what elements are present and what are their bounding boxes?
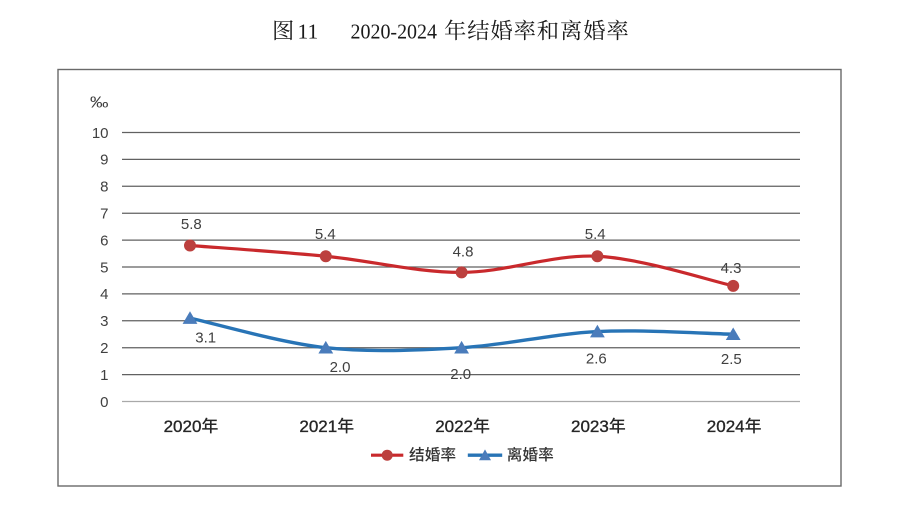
svg-text:2.0: 2.0 (330, 359, 351, 376)
svg-text:7: 7 (100, 206, 108, 223)
svg-text:2021: 2021 (299, 417, 337, 436)
svg-text:2.0: 2.0 (450, 366, 471, 383)
svg-text:2020-2024: 2020-2024 (351, 21, 438, 44)
svg-text:10: 10 (92, 125, 109, 142)
svg-text:1: 1 (100, 367, 108, 384)
svg-text:4: 4 (100, 286, 108, 303)
svg-text:11: 11 (298, 20, 319, 44)
svg-text:5.4: 5.4 (315, 226, 336, 243)
svg-text:9: 9 (100, 152, 108, 169)
svg-text:8: 8 (100, 179, 108, 196)
svg-text:2023: 2023 (571, 417, 609, 436)
svg-text:2.5: 2.5 (721, 351, 742, 368)
svg-text:2022: 2022 (435, 417, 473, 436)
svg-text:3.1: 3.1 (195, 329, 216, 346)
svg-text:5: 5 (100, 259, 108, 276)
svg-text:2020: 2020 (164, 417, 202, 436)
svg-text:‰: ‰ (90, 95, 109, 112)
svg-text:2: 2 (100, 340, 108, 357)
svg-text:2.6: 2.6 (586, 351, 607, 368)
svg-text:0: 0 (100, 394, 108, 411)
svg-text:5.4: 5.4 (585, 226, 606, 243)
svg-text:4.8: 4.8 (453, 244, 474, 261)
svg-text:4.3: 4.3 (721, 260, 742, 277)
svg-text:6: 6 (100, 232, 108, 249)
svg-text:3: 3 (100, 313, 108, 330)
svg-text:2024: 2024 (707, 417, 745, 436)
svg-text:5.8: 5.8 (181, 216, 202, 233)
